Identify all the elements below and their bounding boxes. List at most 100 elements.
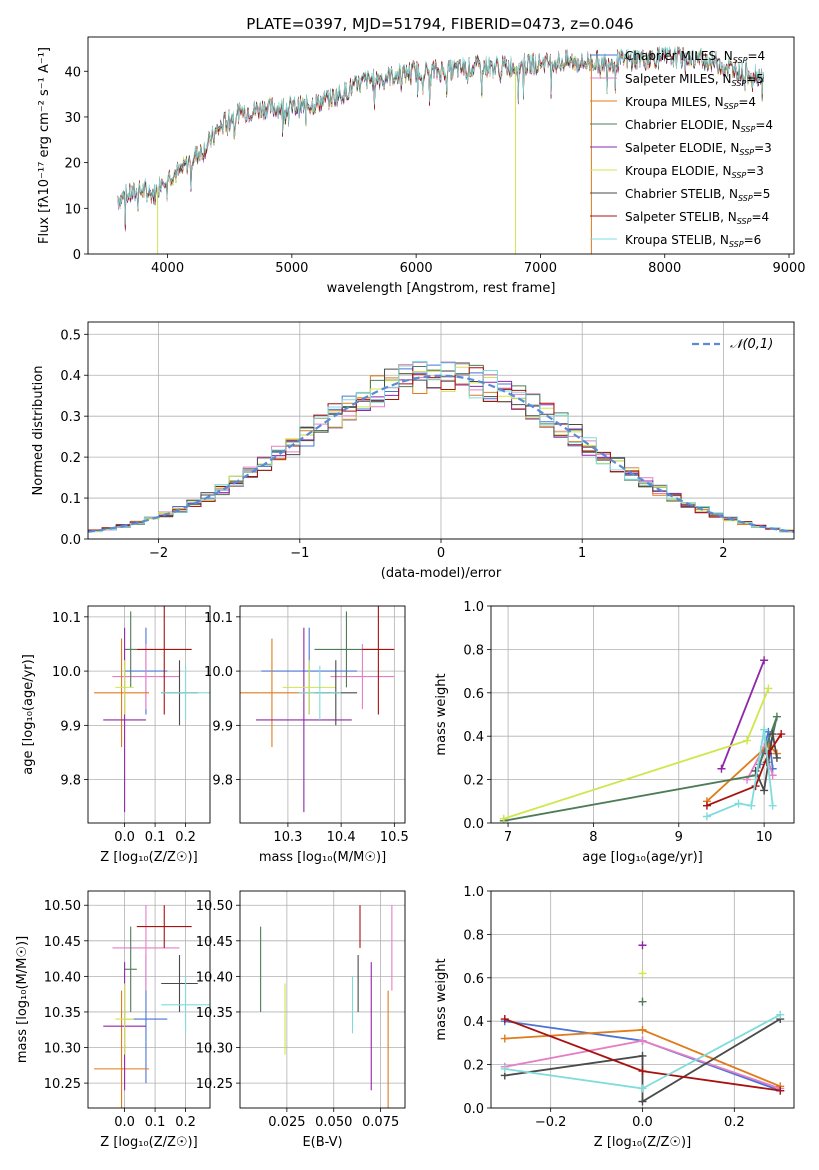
y-tick-label: 0.0: [60, 533, 81, 548]
x-tick-label: 8: [589, 830, 597, 845]
y-tick-label: 10.35: [44, 1006, 81, 1021]
figure-title: PLATE=0397, MJD=51794, FIBERID=0473, z=0…: [246, 15, 633, 33]
x-tick-label: 0.0: [632, 1115, 653, 1130]
legend-entry: 𝒩(0,1): [730, 337, 773, 352]
weight-marker: [776, 1010, 785, 1019]
weight-marker: [764, 684, 773, 693]
y-tick-label: 10.45: [44, 935, 81, 950]
y-tick-label: 10.0: [52, 665, 81, 680]
legend-entry: Chabrier MILES, NSSP=4: [625, 49, 765, 65]
x-tick-label: 2: [719, 546, 727, 561]
plot-area: [94, 905, 210, 1108]
weight-marker: [717, 764, 726, 773]
plot-area: [499, 656, 786, 823]
axes-frame: [490, 890, 795, 1109]
weight-marker: [499, 814, 508, 823]
y-tick-label: 9.9: [60, 719, 81, 734]
x-tick-label: −1: [290, 546, 309, 561]
plot-area: [240, 606, 395, 813]
weight-marker: [764, 749, 773, 758]
weight-marker: [638, 1025, 647, 1034]
y-tick-label: 0.6: [463, 687, 484, 702]
y-tick-label: 0.6: [463, 972, 484, 987]
weight-marker: [747, 801, 756, 810]
axes-frame: [490, 605, 795, 824]
panel-z_mass: 0.0 0.1 0.2 10.25 10.30 10.35 10.40 10.45 10.50 Z…: [15, 890, 211, 1150]
weight-marker: [743, 736, 752, 745]
x-tick-label: 0.2: [724, 1115, 745, 1130]
legend-entry: Kroupa ELODIE, NSSP=3: [625, 164, 764, 180]
y-tick-label: 0.8: [463, 643, 484, 658]
panel-residuals: −2 −1 0 1 2 0.0 0.1 0.2 0.3 0.4 0.5 (data-model)/er…: [31, 321, 795, 581]
y-axis-label: Normed distribution: [31, 366, 46, 496]
x-axis-label: (data-model)/error: [381, 566, 502, 581]
histogram-series: [88, 361, 794, 532]
weight-series-line: [720, 659, 765, 770]
y-tick-label: 10.25: [44, 1077, 81, 1092]
weight-marker: [772, 753, 781, 762]
y-tick-label: 1.0: [463, 885, 484, 900]
y-tick-label: 20: [64, 157, 81, 172]
x-tick-label: 5000: [275, 261, 308, 276]
legend-entry: Kroupa STELIB, NSSP=6: [625, 233, 761, 249]
panel-age_weight: 7 8 9 10 0.0 0.2 0.4 0.6 0.8 1.0 age [log₁₀(age/yr…: [434, 600, 795, 865]
x-axis-label: E(B-V): [302, 1135, 342, 1150]
x-tick-label: 8000: [648, 261, 681, 276]
y-tick-label: 10.45: [196, 935, 233, 950]
panel-z_weight: −0.2 0.0 0.2 0.0 0.2 0.4 0.6 0.8 1.0 Z [log₁₀(Z/Z…: [434, 885, 795, 1150]
x-tick-label: 0.2: [175, 1115, 196, 1130]
x-tick-label: 10.4: [327, 830, 356, 845]
weight-marker: [500, 1064, 509, 1073]
panel-spectrum: 4000 5000 6000 7000 8000 9000 0 10 20 30 40 wavelen…: [37, 36, 806, 296]
x-tick-label: −2: [149, 546, 168, 561]
x-tick-label: 0.025: [268, 1115, 305, 1130]
x-tick-label: 7: [504, 830, 512, 845]
y-tick-label: 0.0: [463, 1102, 484, 1117]
panel-mass_age: 10.3 10.4 10.5 9.8 9.9 10.0 10.1 mass [log₁₀(M/…: [204, 605, 409, 865]
x-tick-label: 0: [437, 546, 445, 561]
y-tick-label: 10.1: [204, 611, 233, 626]
y-tick-label: 10.40: [196, 970, 233, 985]
y-axis-label: mass [log₁₀(M/M☉)]: [15, 936, 30, 1063]
weight-marker: [638, 997, 647, 1006]
plot-area: [94, 606, 210, 813]
y-tick-label: 0.4: [60, 369, 81, 384]
y-tick-label: 0: [73, 248, 81, 263]
legend-entry: Salpeter ELODIE, NSSP=3: [625, 141, 772, 157]
x-tick-label: 0.075: [362, 1115, 399, 1130]
weight-marker: [500, 1015, 509, 1024]
y-tick-label: 10.0: [204, 665, 233, 680]
spectrum-series-line: [117, 45, 764, 225]
x-tick-label: 0.050: [315, 1115, 352, 1130]
normal-reference-curve: [88, 374, 794, 533]
weight-marker: [638, 941, 647, 950]
y-tick-label: 0.1: [60, 492, 81, 507]
x-tick-label: 0.1: [145, 830, 166, 845]
y-tick-label: 30: [64, 111, 81, 126]
weight-marker: [638, 1097, 647, 1106]
plot-area: [117, 45, 764, 254]
y-tick-label: 40: [64, 65, 81, 80]
legend-entry: Chabrier STELIB, NSSP=5: [625, 187, 770, 203]
y-tick-label: 10.30: [44, 1042, 81, 1057]
axes-frame: [87, 36, 795, 255]
weight-marker: [760, 725, 769, 734]
axes-frame: [239, 890, 406, 1109]
weight-marker: [702, 812, 711, 821]
y-tick-label: 0.0: [463, 817, 484, 832]
y-tick-label: 0.3: [60, 410, 81, 425]
weight-marker: [638, 969, 647, 978]
x-tick-label: 4000: [151, 261, 184, 276]
y-tick-label: 9.8: [212, 774, 233, 789]
legend-entry: Salpeter MILES, NSSP=5: [625, 72, 764, 88]
y-tick-label: 10.35: [196, 1006, 233, 1021]
y-tick-label: 0.4: [463, 1015, 484, 1030]
weight-marker: [638, 1051, 647, 1060]
x-tick-label: 9000: [772, 261, 805, 276]
x-axis-label: wavelength [Angstrom, rest frame]: [327, 281, 556, 296]
x-axis-label: Z [log₁₀(Z/Z☉)]: [594, 1135, 691, 1150]
y-tick-label: 0.4: [463, 730, 484, 745]
x-axis-label: Z [log₁₀(Z/Z☉)]: [100, 850, 197, 865]
gridlines: [240, 891, 405, 1108]
